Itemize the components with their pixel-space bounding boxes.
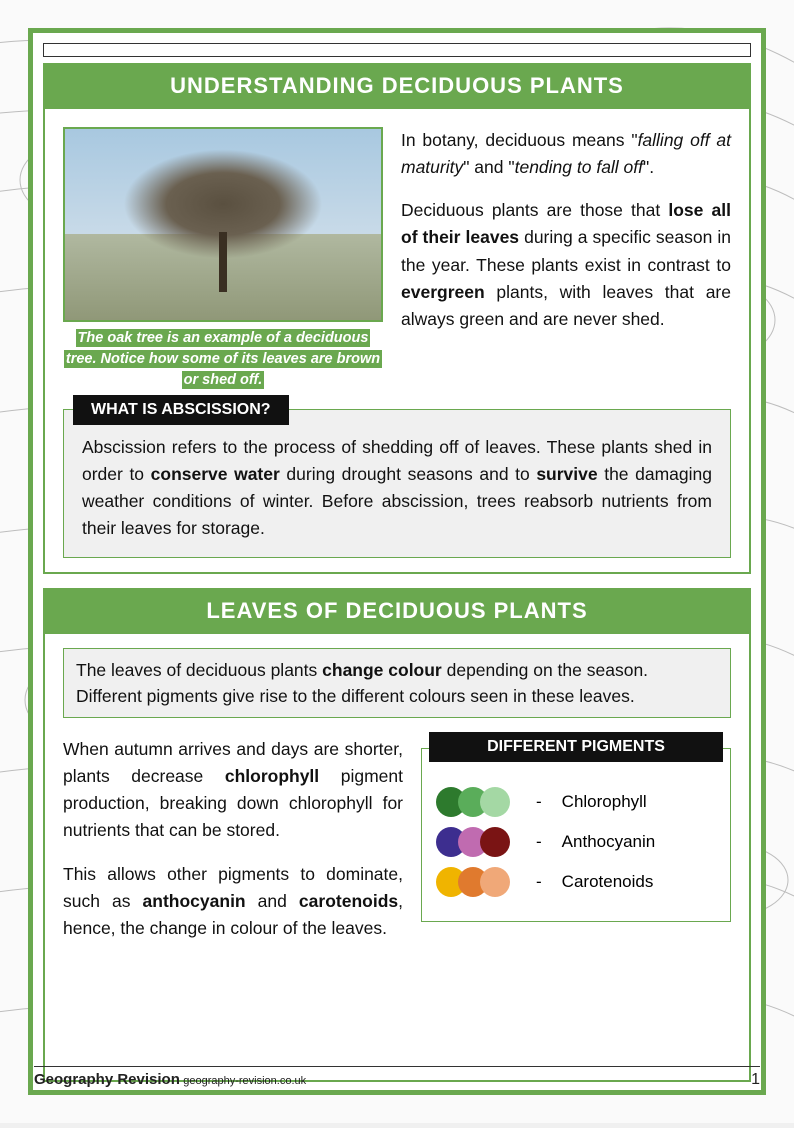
page-footer: Geography Revision geography-revision.co… (34, 1066, 760, 1089)
pigments-box: -Chlorophyll-Anthocyanin-Carotenoids (421, 748, 731, 922)
pigment-row: -Carotenoids (436, 867, 716, 897)
intro-text: In botany, deciduous means "falling off … (401, 127, 731, 391)
footer-brand: Geography Revision (34, 1071, 180, 1088)
pigment-row: -Anthocyanin (436, 827, 716, 857)
color-swatch (480, 867, 510, 897)
page-frame: UNDERSTANDING DECIDUOUS PLANTS The oak t… (28, 28, 766, 1095)
section2-body: The leaves of deciduous plants change co… (43, 634, 751, 1082)
abscission-callout: WHAT IS ABSCISSION? Abscission refers to… (63, 409, 731, 558)
pigment-name: Carotenoids (562, 872, 654, 892)
dash: - (536, 832, 542, 852)
section1-body: The oak tree is an example of a deciduou… (43, 109, 751, 574)
section1-title: UNDERSTANDING DECIDUOUS PLANTS (43, 63, 751, 109)
section2-text: When autumn arrives and days are shorter… (63, 736, 403, 958)
color-swatch (480, 827, 510, 857)
page-number: 1 (751, 1071, 760, 1089)
image-caption: The oak tree is an example of a deciduou… (63, 328, 383, 391)
pigment-name: Chlorophyll (562, 792, 647, 812)
dash: - (536, 872, 542, 892)
section2-intro: The leaves of deciduous plants change co… (63, 648, 731, 719)
callout-body: Abscission refers to the process of shed… (63, 409, 731, 558)
pigment-swatches (436, 867, 516, 897)
pigment-swatches (436, 827, 516, 857)
image-column: The oak tree is an example of a deciduou… (63, 127, 383, 391)
color-swatch (480, 787, 510, 817)
pigments-label: DIFFERENT PIGMENTS (429, 732, 723, 762)
pigment-row: -Chlorophyll (436, 787, 716, 817)
pigment-swatches (436, 787, 516, 817)
pigment-name: Anthocyanin (562, 832, 656, 852)
oak-tree-image (63, 127, 383, 322)
footer-site: geography-revision.co.uk (183, 1075, 306, 1087)
section2-title: LEAVES OF DECIDUOUS PLANTS (43, 588, 751, 634)
dash: - (536, 792, 542, 812)
pigments-panel: DIFFERENT PIGMENTS -Chlorophyll-Anthocya… (421, 736, 731, 958)
callout-label: WHAT IS ABSCISSION? (73, 395, 289, 425)
top-white-bar (43, 43, 751, 57)
